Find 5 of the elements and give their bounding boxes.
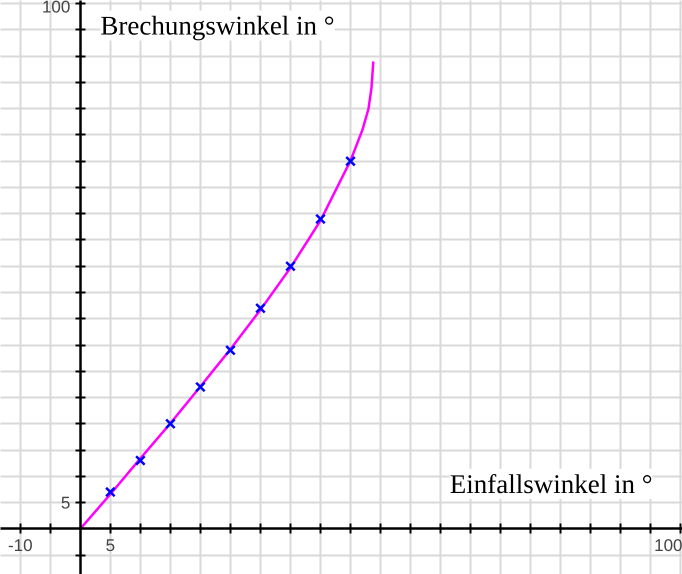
- y-axis-title: Brechungswinkel in °: [100, 10, 335, 40]
- x-tick-label: -10: [8, 536, 33, 555]
- x-tick-label: 100: [654, 536, 682, 555]
- x-axis-title: Einfallswinkel in °: [450, 468, 652, 499]
- x-tick-label: 5: [106, 536, 116, 555]
